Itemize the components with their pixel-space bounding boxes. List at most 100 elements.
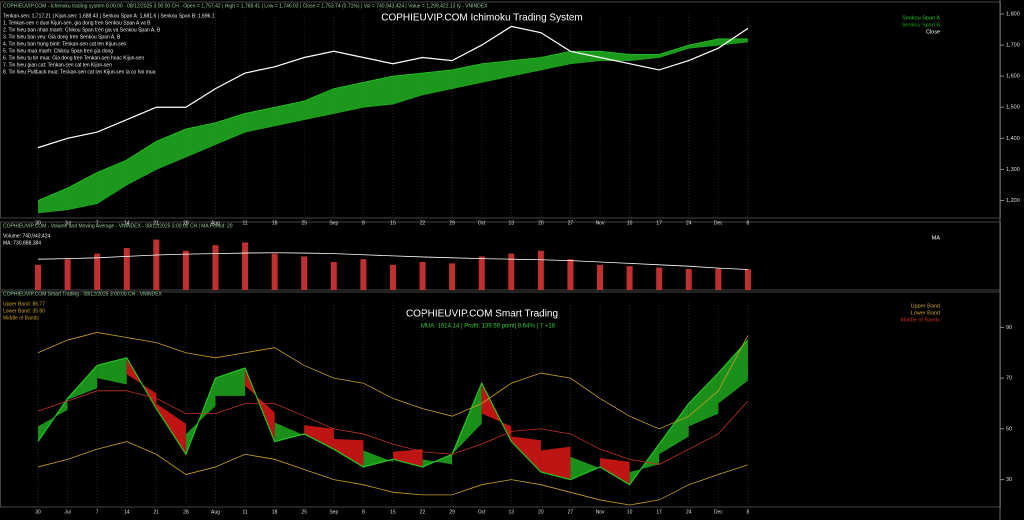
x-tick-label: 30: [35, 220, 41, 226]
volume-bar: [449, 263, 456, 290]
series-line: [37, 38, 748, 201]
x-tick-label: 7: [96, 509, 99, 515]
volume-bar: [685, 269, 692, 290]
volume-bar: [212, 245, 219, 290]
info-line: 2. Tin hieu ban nhan manh: Chikou Span t…: [3, 27, 161, 33]
x-tick-label: 27: [568, 509, 574, 515]
info-line: 4. Tin hieu ban trung binh: Tenkan-sen c…: [3, 41, 127, 47]
x-tick-label: Dec: [714, 220, 723, 226]
volume-bar: [626, 266, 633, 290]
legend-label: Upper Band: [911, 303, 940, 309]
x-tick-label: Sep: [329, 220, 338, 226]
y-tick-label: 1,300: [1006, 167, 1020, 173]
legend-label: MA: [932, 235, 941, 241]
info-line: 7. Tin hieu gian cat: Tenkan-sen cat len…: [3, 62, 112, 68]
x-tick-label: 15: [390, 220, 396, 226]
panel-header: COPHIEUVIP.COM - Volume and Moving Avera…: [3, 223, 233, 229]
x-tick-label: 17: [656, 509, 662, 515]
x-tick-label: 29: [449, 220, 455, 226]
panel-frame: [0, 221, 1001, 293]
y-tick-label: 90: [1006, 325, 1012, 331]
trend-ribbon: [97, 357, 127, 385]
panel-title: COPHIEUVIP.COM Ichimoku Trading System: [381, 13, 583, 24]
volume-bar: [64, 259, 71, 290]
x-tick-label: 14: [124, 509, 130, 515]
info-line: 1. Tenkan-sen o duoi Kijun-sen, gia dong…: [3, 20, 151, 26]
trend-ribbon: [304, 425, 334, 450]
y-tick-label: 1,200: [1006, 198, 1020, 204]
x-tick-label: 21: [154, 509, 160, 515]
trend-ribbon: [156, 403, 186, 455]
y-tick-label: 1,800: [1006, 11, 1020, 17]
x-tick-label: Nov: [596, 509, 605, 515]
series-line: [37, 441, 749, 506]
volume-bar: [419, 262, 426, 290]
x-tick-label: 10: [627, 509, 633, 515]
info-line: 6. Tin hieu tu tin mua: Gia dong tren Te…: [3, 55, 144, 61]
x-tick-label: 7: [96, 220, 99, 226]
info-line: MA: 730,888,384: [3, 240, 41, 246]
x-tick-label: 28: [183, 220, 189, 226]
trend-ribbon: [363, 450, 393, 467]
x-tick-label: 14: [124, 220, 130, 226]
series-line: [37, 41, 748, 214]
volume-bar: [597, 264, 604, 290]
oscillator-line: [37, 339, 749, 486]
trend-ribbon: [392, 449, 423, 467]
x-tick-label: 22: [420, 509, 426, 515]
volume-bar: [153, 239, 160, 290]
x-tick-label: 24: [686, 220, 692, 226]
legend-label: Middle of Bands: [901, 317, 941, 323]
x-tick-label: 15: [390, 509, 396, 515]
panel-header: COPHIEUVIP.COM - Ichimoku trading system…: [3, 2, 488, 9]
x-tick-label: Oct: [478, 220, 486, 226]
x-tick-label: 21: [154, 220, 160, 226]
volume-bar: [478, 256, 485, 290]
volume-bar: [360, 259, 367, 290]
x-tick-label: 22: [420, 220, 426, 226]
x-tick-label: 25: [301, 509, 307, 515]
y-tick-label: 30: [1006, 477, 1012, 483]
y-tick-label: 1,500: [1006, 105, 1020, 111]
x-tick-label: 10: [627, 220, 633, 226]
info-line: 3. Tin hieu ban yeu: Gia dong tren Senko…: [3, 34, 121, 40]
x-tick-label: 13: [508, 509, 514, 515]
x-tick-label: 18: [272, 509, 278, 515]
x-tick-label: 18: [272, 220, 278, 226]
volume-bar: [744, 269, 751, 290]
x-tick-label: 30: [35, 509, 41, 515]
trend-ribbon: [215, 367, 246, 396]
x-tick-label: 20: [538, 220, 544, 226]
volume-bar: [389, 264, 396, 290]
y-tick-label: 1,600: [1006, 74, 1020, 80]
volume-bar: [301, 256, 308, 290]
legend-label: Senkou Span A: [902, 15, 940, 21]
x-tick-label: Jul: [64, 509, 70, 515]
info-line: 5. Tin hieu mua manh: Chikou Span tren g…: [3, 48, 113, 54]
trend-ribbon: [540, 446, 571, 480]
trend-ribbon: [600, 458, 630, 485]
trend-ribbon: [570, 456, 601, 480]
info-line: Upper Band: 86.77: [3, 301, 45, 307]
signal-text: MUA: 1614.14 | Profit: 139.59 point| 8.6…: [421, 324, 556, 330]
trend-ribbon: [274, 422, 305, 442]
x-tick-label: Jul: [64, 220, 70, 226]
x-tick-label: 13: [508, 220, 514, 226]
x-tick-label: 25: [301, 220, 307, 226]
volume-bar: [715, 268, 722, 290]
volume-bar: [330, 262, 337, 290]
x-tick-label: 24: [686, 509, 692, 515]
trend-ribbon: [511, 436, 541, 473]
x-tick-label: 29: [449, 509, 455, 515]
info-line: Volume: 740,943,424: [3, 233, 50, 239]
series-line: [37, 252, 748, 270]
trend-ribbon: [688, 373, 719, 427]
info-line: Middle of Bands: [3, 315, 39, 321]
volume-bar: [271, 253, 278, 290]
y-tick-label: 1,700: [1006, 43, 1020, 49]
x-tick-label: 28: [183, 509, 189, 515]
y-tick-label: 50: [1006, 426, 1012, 432]
legend-label: Close: [926, 29, 940, 35]
series-line: [37, 332, 749, 430]
